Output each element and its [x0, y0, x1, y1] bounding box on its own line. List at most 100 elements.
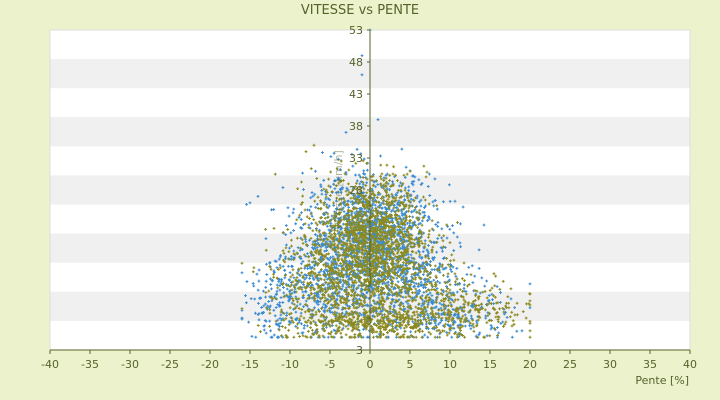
data-point-blue [402, 243, 406, 247]
data-point-blue [451, 224, 454, 228]
data-point-blue [344, 170, 348, 174]
data-point-blue [423, 239, 427, 243]
data-point-blue [317, 300, 320, 303]
data-point-blue [363, 172, 367, 176]
data-point-blue [282, 291, 286, 295]
data-point-blue [415, 194, 419, 198]
data-point-blue [436, 224, 440, 228]
data-point-blue [422, 290, 426, 294]
data-point-blue [292, 307, 295, 311]
data-point-blue [437, 322, 440, 326]
data-point-blue [403, 226, 407, 230]
data-point-blue [451, 265, 455, 269]
data-point-blue [259, 296, 263, 300]
data-point-blue [402, 278, 405, 281]
data-point-blue [240, 271, 244, 275]
data-point-blue [279, 296, 283, 300]
data-point-blue [332, 151, 336, 155]
data-point-blue [317, 295, 321, 299]
data-point-blue [333, 179, 336, 183]
data-point-blue [426, 253, 430, 257]
data-point-blue [402, 274, 406, 278]
data-point-blue [272, 333, 276, 337]
data-point-blue [380, 206, 384, 210]
data-point-blue [260, 312, 264, 315]
data-point-blue [421, 283, 425, 287]
data-point-blue [347, 277, 350, 281]
data-point-blue [329, 221, 333, 225]
data-point-blue [310, 274, 314, 278]
data-point-blue [244, 301, 248, 305]
data-point-blue [490, 292, 494, 296]
data-point-blue [303, 273, 307, 277]
data-point-blue [457, 335, 461, 338]
data-point-blue [320, 189, 324, 192]
data-point-blue [277, 280, 281, 284]
data-point-blue [270, 208, 273, 212]
data-point-blue [290, 291, 294, 295]
data-point-blue [423, 280, 427, 284]
data-point-blue [251, 282, 255, 285]
data-point-olive [379, 177, 383, 181]
data-point-blue [502, 312, 506, 316]
data-point-blue [395, 191, 399, 195]
data-point-blue [450, 270, 454, 274]
data-point-blue [337, 264, 341, 267]
data-point-blue [276, 303, 280, 306]
data-point-blue [495, 326, 499, 329]
data-point-blue [303, 266, 307, 270]
data-point-blue [406, 302, 410, 306]
data-point-blue [365, 168, 369, 172]
data-point-blue [295, 316, 299, 320]
data-point-blue [268, 261, 272, 265]
data-point-blue [377, 293, 381, 297]
data-point-blue [421, 298, 424, 302]
data-point-blue [391, 298, 395, 301]
data-point-blue [455, 235, 459, 239]
data-point-blue [435, 207, 439, 211]
data-point-blue [311, 194, 315, 198]
data-point-blue [426, 219, 429, 223]
data-point-blue [400, 213, 404, 217]
data-point-blue [360, 293, 364, 297]
data-point-blue [341, 283, 345, 287]
data-point-blue [463, 324, 467, 328]
data-point-blue [313, 331, 317, 334]
data-point-blue [431, 298, 435, 302]
data-point-blue [420, 255, 424, 259]
data-point-blue [381, 264, 385, 268]
data-point-blue [384, 174, 388, 177]
data-point-blue [333, 245, 337, 249]
data-point-blue [385, 187, 389, 191]
data-point-blue [477, 267, 481, 270]
data-point-blue [438, 270, 442, 274]
data-point-blue [292, 276, 296, 280]
data-point-blue [362, 157, 366, 161]
data-point-blue [412, 285, 416, 289]
data-point-blue [391, 208, 395, 212]
data-point-blue [301, 171, 304, 175]
data-point-blue [295, 318, 298, 322]
data-point-blue [272, 269, 276, 273]
data-point-blue [467, 266, 471, 269]
data-point-blue [281, 186, 285, 189]
data-point-blue [425, 312, 429, 316]
data-point-blue [447, 183, 451, 187]
data-point-blue [267, 300, 271, 303]
data-point-blue [362, 169, 366, 173]
data-point-blue [285, 314, 288, 317]
data-point-blue [358, 182, 362, 186]
data-point-blue [386, 236, 390, 240]
data-point-blue [464, 290, 468, 293]
data-point-blue [374, 198, 377, 202]
data-point-blue [355, 179, 359, 183]
data-point-blue [329, 256, 332, 259]
data-point-blue [338, 216, 342, 220]
data-point-blue [288, 290, 291, 294]
data-point-blue [332, 182, 335, 186]
data-point-blue [422, 278, 426, 281]
data-point-blue [284, 224, 288, 227]
data-point-blue [380, 185, 384, 189]
data-point-blue [304, 255, 308, 258]
